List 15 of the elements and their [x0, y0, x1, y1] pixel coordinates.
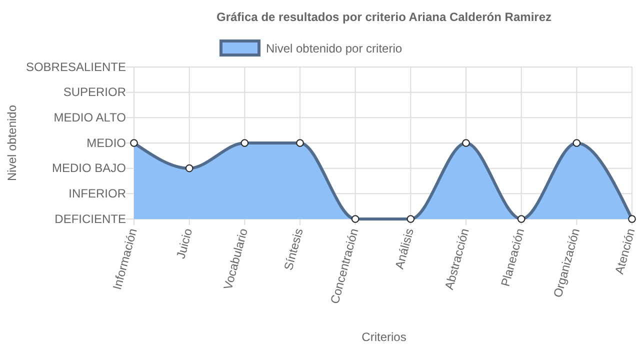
category-label: MEDIO ALTO — [54, 110, 126, 125]
x-tick-label: Síntesis — [281, 226, 306, 272]
x-axis-title: Criterios — [362, 330, 406, 344]
category-label: SUPERIOR — [63, 85, 126, 100]
x-tick-label: Atención — [612, 226, 637, 276]
text: Nivel obtenido — [5, 104, 19, 182]
category-label: SOBRESALIENTE — [26, 60, 126, 74]
category-label: INFERIOR — [68, 186, 126, 201]
category-label: MEDIO — [86, 136, 126, 150]
category-label: DEFICIENTE — [54, 212, 126, 226]
chart-title: Gráfica de resultados por criterio Ariana Calderón Ramirez — [216, 10, 552, 24]
legend-label: Nivel obtenido por criterio — [266, 42, 402, 56]
x-tick-label: Análisis — [392, 226, 416, 271]
x-tick-label: Juicio — [174, 226, 196, 260]
category-label: MEDIO BAJO — [52, 161, 126, 176]
